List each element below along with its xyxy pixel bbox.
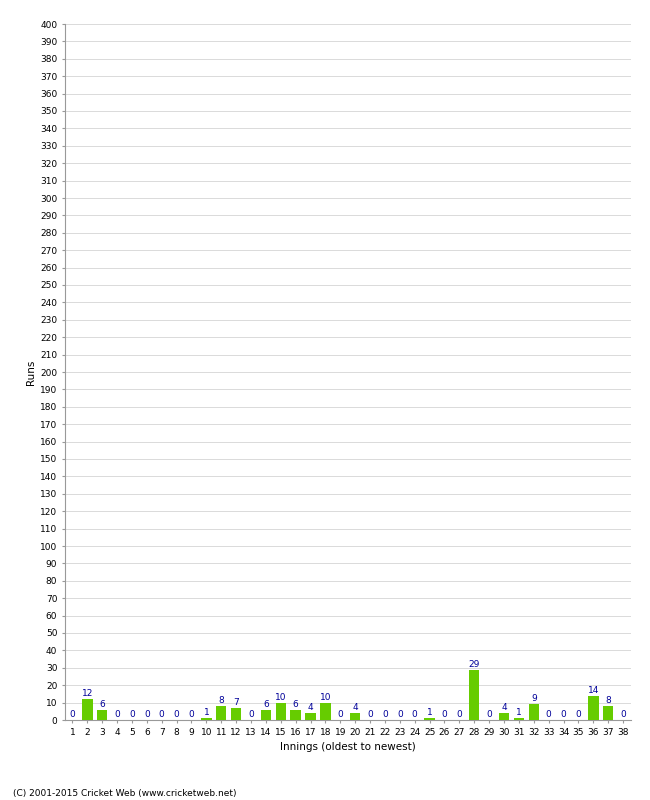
Bar xyxy=(291,710,301,720)
Text: 6: 6 xyxy=(292,700,298,709)
Bar xyxy=(528,704,539,720)
Text: 7: 7 xyxy=(233,698,239,707)
Text: 0: 0 xyxy=(174,710,179,719)
Bar xyxy=(231,708,241,720)
Bar xyxy=(469,670,480,720)
Text: 0: 0 xyxy=(412,710,417,719)
Text: 10: 10 xyxy=(320,693,332,702)
Text: 4: 4 xyxy=(307,703,313,712)
Bar xyxy=(276,702,286,720)
Text: 8: 8 xyxy=(605,696,611,706)
Bar xyxy=(350,713,360,720)
Bar xyxy=(424,718,435,720)
Text: 0: 0 xyxy=(382,710,388,719)
Text: 0: 0 xyxy=(546,710,552,719)
Text: 0: 0 xyxy=(248,710,254,719)
Bar xyxy=(603,706,614,720)
Text: 0: 0 xyxy=(561,710,566,719)
Text: 4: 4 xyxy=(501,703,507,712)
Text: 0: 0 xyxy=(337,710,343,719)
Text: 0: 0 xyxy=(159,710,164,719)
Text: 4: 4 xyxy=(352,703,358,712)
Text: 1: 1 xyxy=(426,708,432,718)
Bar xyxy=(514,718,524,720)
Bar xyxy=(588,696,599,720)
Text: 0: 0 xyxy=(114,710,120,719)
Text: 1: 1 xyxy=(203,708,209,718)
Bar xyxy=(201,718,212,720)
Text: 1: 1 xyxy=(516,708,522,718)
Y-axis label: Runs: Runs xyxy=(26,359,36,385)
Text: 10: 10 xyxy=(275,693,287,702)
Bar xyxy=(216,706,226,720)
Bar xyxy=(261,710,271,720)
Text: 0: 0 xyxy=(70,710,75,719)
Bar xyxy=(97,710,107,720)
Text: 9: 9 xyxy=(531,694,537,703)
Text: 0: 0 xyxy=(367,710,373,719)
Text: 0: 0 xyxy=(575,710,581,719)
Bar xyxy=(306,713,316,720)
Text: 12: 12 xyxy=(82,690,93,698)
Bar xyxy=(320,702,331,720)
Text: 0: 0 xyxy=(397,710,403,719)
Text: 8: 8 xyxy=(218,696,224,706)
Text: 29: 29 xyxy=(469,660,480,669)
Text: 0: 0 xyxy=(188,710,194,719)
Bar xyxy=(499,713,509,720)
Text: 0: 0 xyxy=(486,710,492,719)
Text: 0: 0 xyxy=(144,710,150,719)
Text: (C) 2001-2015 Cricket Web (www.cricketweb.net): (C) 2001-2015 Cricket Web (www.cricketwe… xyxy=(13,789,237,798)
Text: 0: 0 xyxy=(456,710,462,719)
Text: 6: 6 xyxy=(99,700,105,709)
Text: 0: 0 xyxy=(129,710,135,719)
Text: 0: 0 xyxy=(441,710,447,719)
Text: 0: 0 xyxy=(620,710,626,719)
Text: 14: 14 xyxy=(588,686,599,694)
Text: 6: 6 xyxy=(263,700,269,709)
X-axis label: Innings (oldest to newest): Innings (oldest to newest) xyxy=(280,742,415,752)
Bar xyxy=(82,699,92,720)
